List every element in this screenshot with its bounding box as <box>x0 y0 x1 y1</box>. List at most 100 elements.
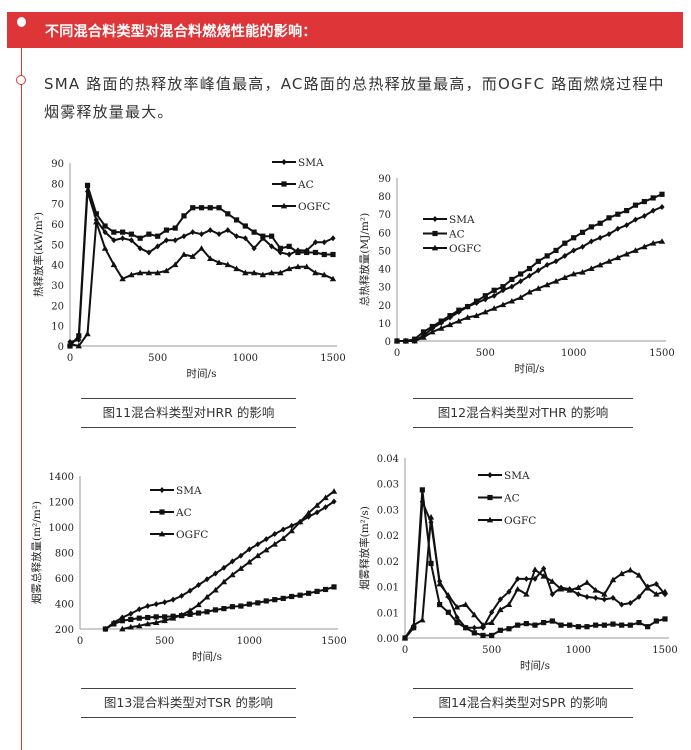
series-sma: SMA <box>102 485 337 632</box>
data-point <box>321 271 328 278</box>
series-ogfc: OGFC <box>401 513 669 641</box>
data-point <box>331 498 337 505</box>
data-point <box>190 205 196 211</box>
legend-marker <box>486 516 494 523</box>
y-axis-label: 烟雾总释放量(m²/m²) <box>30 501 43 604</box>
data-point <box>268 269 275 276</box>
data-point <box>662 616 668 622</box>
data-point <box>305 509 312 516</box>
data-point <box>137 245 143 252</box>
data-point <box>102 626 108 632</box>
data-point <box>146 231 152 237</box>
data-point <box>509 283 515 290</box>
data-point <box>609 576 617 583</box>
data-point <box>229 604 235 610</box>
data-point <box>212 570 219 577</box>
chart-3: 200 400 600 800 1000 1200 1400 0 500 1000 1500 时间/s… <box>30 472 347 663</box>
x-tick-label: 1000 <box>566 645 591 656</box>
data-point <box>260 233 266 239</box>
x-tick-label: 0 <box>67 353 73 364</box>
legend-label: SMA <box>449 214 475 226</box>
data-point <box>128 231 134 237</box>
data-point <box>204 609 210 615</box>
data-point <box>445 592 452 598</box>
data-point <box>280 535 287 541</box>
x-tick-label: 1500 <box>652 645 677 656</box>
y-axis-label: 烟雾释放率(m²/s) <box>358 506 371 590</box>
data-point <box>329 275 337 282</box>
data-point <box>207 227 213 234</box>
data-point <box>624 222 630 229</box>
data-point <box>557 585 565 592</box>
data-point <box>195 610 202 616</box>
series-sma: SMA <box>394 203 665 344</box>
data-point <box>169 614 177 621</box>
y-tick-label: 1400 <box>49 472 74 483</box>
data-point <box>491 287 497 293</box>
data-point <box>419 616 426 623</box>
y-tick-label: 70 <box>378 210 391 221</box>
data-point <box>110 261 118 268</box>
data-point <box>269 243 275 250</box>
legend-marker <box>432 230 438 237</box>
data-point <box>592 586 599 593</box>
series-ogfc: OGFC <box>119 488 338 632</box>
data-point <box>137 235 143 241</box>
data-point <box>172 237 178 244</box>
data-point <box>331 584 337 590</box>
data-point <box>203 593 211 600</box>
data-point <box>195 582 202 589</box>
data-point <box>75 342 82 349</box>
data-point <box>627 566 634 573</box>
series-ac: AC <box>394 191 665 344</box>
data-point <box>531 566 539 572</box>
data-point <box>508 297 516 304</box>
data-point <box>145 614 151 621</box>
data-point <box>549 578 556 584</box>
data-point <box>128 237 134 244</box>
data-point <box>411 625 417 631</box>
y-axis-label: 总热释放量(MJ/m²) <box>358 213 371 306</box>
y-axis-label: 热释放率(kW/m²) <box>32 212 45 297</box>
data-point <box>233 217 240 223</box>
data-point <box>636 593 642 600</box>
legend-label: OGFC <box>504 515 536 527</box>
data-point <box>499 301 507 308</box>
data-point <box>225 211 231 217</box>
data-point <box>614 254 622 261</box>
data-point <box>155 233 161 239</box>
data-point <box>401 634 409 641</box>
data-point <box>505 601 513 607</box>
data-point <box>254 552 261 559</box>
data-point <box>330 235 336 242</box>
data-point <box>575 584 582 590</box>
legend-marker <box>281 159 287 165</box>
legend-label: SMA <box>298 157 324 169</box>
x-tick-label: 0 <box>77 636 83 647</box>
data-point <box>119 618 125 624</box>
data-point <box>119 275 126 282</box>
y-tick-label: 1200 <box>49 498 74 509</box>
data-point <box>163 267 170 274</box>
data-point <box>659 191 665 197</box>
data-point <box>237 565 245 571</box>
data-point <box>127 623 134 630</box>
data-point <box>517 294 524 300</box>
data-point <box>518 271 524 277</box>
data-point <box>321 251 327 258</box>
data-point <box>163 227 170 233</box>
x-tick-label: 500 <box>148 353 167 364</box>
data-point <box>330 488 338 494</box>
data-point <box>280 526 286 533</box>
legend-marker <box>159 509 165 515</box>
data-point <box>269 233 275 239</box>
data-point <box>286 251 292 258</box>
legend-label: SMA <box>176 485 202 497</box>
data-point <box>506 588 512 595</box>
data-point <box>277 245 283 251</box>
data-point <box>479 621 487 628</box>
data-point <box>251 229 257 235</box>
data-point <box>313 502 321 508</box>
data-point <box>306 513 312 520</box>
x-axis-label: 时间/s <box>520 659 550 672</box>
